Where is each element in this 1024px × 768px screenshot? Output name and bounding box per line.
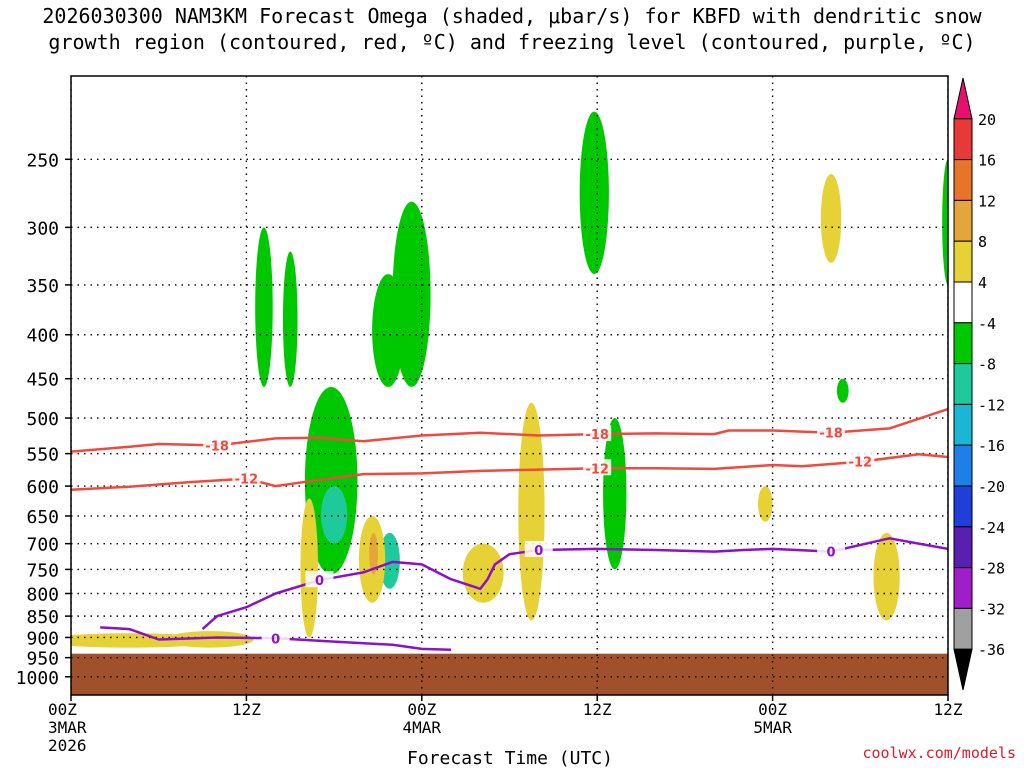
- colorbar-segment: [953, 281, 973, 324]
- contour-label: -18: [585, 428, 609, 443]
- colorbar-label: -12: [978, 396, 1005, 414]
- omega-shaded-region: [757, 486, 773, 522]
- y-tick-label: 800: [26, 584, 59, 605]
- colorbar-label: -20: [978, 478, 1005, 496]
- plot-area: -18 -18 -18 -12 -12 -12 0 0 0 0: [71, 76, 948, 695]
- colorbar-segment: [953, 607, 973, 650]
- contour-label: -12: [585, 462, 609, 477]
- x-tick-label: 3MAR: [48, 718, 87, 737]
- watermark: coolwx.com/models: [862, 744, 1016, 762]
- colorbar-segment: [953, 526, 973, 569]
- y-tick-label: 600: [26, 477, 59, 498]
- colorbar-segment: [953, 322, 973, 365]
- x-tick-label: 2026: [48, 736, 87, 755]
- colorbar-label: 16: [978, 152, 996, 170]
- omega-shaded-region: [320, 486, 348, 544]
- chart-title-line2: growth region (contoured, red, ºC) and f…: [48, 30, 976, 54]
- omega-shaded-region: [518, 402, 545, 621]
- colorbar-segment: [953, 363, 973, 405]
- omega-shaded-region: [255, 227, 273, 387]
- contour-label: 0: [534, 544, 543, 559]
- y-tick-label: 900: [26, 628, 59, 649]
- colorbar-segment: [953, 485, 973, 528]
- terrain-fill: [71, 653, 948, 695]
- y-tick-label: 850: [26, 607, 59, 628]
- omega-shaded-region: [579, 111, 609, 275]
- contour-label: -12: [849, 456, 873, 471]
- colorbar-segment: [953, 118, 973, 161]
- y-tick-label: 450: [26, 370, 59, 391]
- omega-shaded-region: [462, 543, 504, 603]
- colorbar: 20 16 12 8 4 -4 -8 -12 -16 -20 -24 -28 -32 -36: [953, 77, 1005, 691]
- omega-shaded-region: [166, 631, 254, 648]
- y-tick-label: 700: [26, 535, 59, 556]
- x-tick-label: 00Z: [758, 700, 787, 719]
- plot-contents: -18 -18 -18 -12 -12 -12 0 0 0 0: [71, 76, 948, 695]
- colorbar-label: 4: [978, 274, 987, 292]
- y-tick-label: 650: [26, 507, 59, 528]
- y-tick-label: 350: [26, 276, 59, 297]
- colorbar-label: -16: [978, 437, 1005, 455]
- contour-line: [71, 453, 948, 492]
- omega-shaded-region: [873, 532, 900, 621]
- axes: 2503003504004505005506006507007508008509…: [16, 75, 963, 755]
- omega-shaded-region: [820, 173, 842, 263]
- y-tick-label: 950: [26, 649, 59, 670]
- y-tick-label: 550: [26, 445, 59, 466]
- colorbar-label: -24: [978, 519, 1005, 537]
- chart-title-line1: 2026030300 NAM3KM Forecast Omega (shaded…: [42, 4, 982, 28]
- colorbar-label: 20: [978, 111, 996, 129]
- omega-shaded-region: [836, 378, 849, 403]
- colorbar-segment: [953, 648, 973, 691]
- colorbar-segment: [953, 77, 973, 120]
- colorbar-segment: [953, 199, 973, 242]
- colorbar-label: 8: [978, 233, 987, 251]
- contour-label: 0: [271, 632, 280, 647]
- x-tick-label: 00Z: [407, 700, 436, 719]
- x-tick-label: 00Z: [48, 700, 77, 719]
- colorbar-label: -4: [978, 315, 996, 333]
- colorbar-segment: [953, 403, 973, 446]
- colorbar-segment: [953, 159, 973, 201]
- y-tick-label: 750: [26, 560, 59, 581]
- contour-label: -18: [205, 439, 229, 454]
- y-tick-label: 250: [26, 150, 59, 171]
- colorbar-label: -32: [978, 600, 1005, 618]
- omega-shaded-region: [300, 498, 319, 638]
- colorbar-label: -8: [978, 356, 996, 374]
- y-tick-label: 400: [26, 326, 59, 347]
- contour-label: 0: [315, 574, 324, 589]
- contour-line: [201, 537, 948, 631]
- omega-shaded-region: [392, 201, 431, 387]
- colorbar-label: 12: [978, 192, 996, 210]
- x-axis-label: Forecast Time (UTC): [407, 748, 613, 768]
- colorbar-segment: [953, 567, 973, 609]
- x-tick-label: 12Z: [583, 700, 612, 719]
- x-tick-label: 12Z: [934, 700, 963, 719]
- colorbar-label: -36: [978, 641, 1005, 659]
- colorbar-segment: [953, 444, 973, 487]
- omega-shaded-region: [942, 159, 948, 285]
- colorbar-label: -28: [978, 560, 1005, 578]
- y-tick-label: 1000: [16, 668, 59, 689]
- y-tick-label: 300: [26, 218, 59, 239]
- contour-label: -12: [235, 473, 259, 488]
- contour-label: -18: [819, 427, 843, 442]
- contour-label: 0: [827, 546, 836, 561]
- x-tick-label: 4MAR: [403, 718, 442, 737]
- plot-frame: [70, 75, 949, 696]
- x-tick-label: 5MAR: [753, 718, 792, 737]
- colorbar-segment: [953, 240, 973, 283]
- y-tick-label: 500: [26, 409, 59, 430]
- omega-shaded-region: [282, 251, 298, 387]
- contour-line: [71, 407, 948, 453]
- x-tick-label: 12Z: [232, 700, 261, 719]
- omega-shaded-region: [603, 418, 627, 570]
